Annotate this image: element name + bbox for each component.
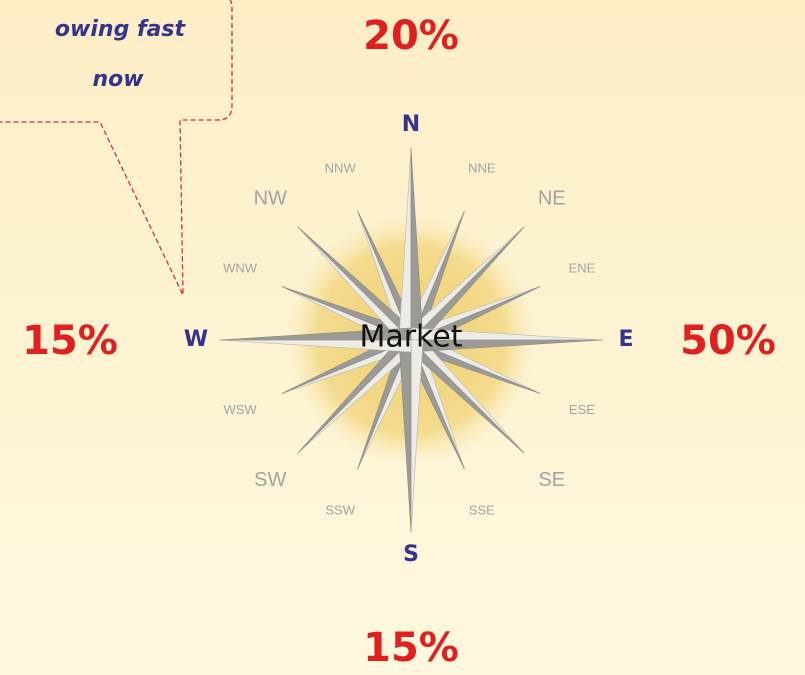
direction-label: NNW <box>325 161 357 176</box>
callout-line: now <box>92 67 144 92</box>
cardinal-label: W <box>184 327 208 352</box>
west-share: 15% <box>22 318 118 364</box>
cardinal-label: E <box>618 327 633 352</box>
direction-label: WSW <box>223 402 257 417</box>
direction-label: SSE <box>469 502 495 517</box>
direction-label: SE <box>538 469 565 491</box>
cardinal-label: N <box>402 112 420 137</box>
direction-label: WNW <box>223 261 258 276</box>
direction-label: ENE <box>569 261 596 276</box>
direction-label: ESE <box>569 402 595 417</box>
north-share: 20% <box>363 13 459 59</box>
direction-label: SW <box>254 469 286 491</box>
diagram: N NNE NE ENE E ESE SE SSE S SSW SW WSW W WNW NW NNW Mar… <box>0 0 805 675</box>
direction-label: NNE <box>468 161 496 176</box>
callout-line: owing fast <box>55 17 187 42</box>
south-share: 15% <box>363 625 459 671</box>
direction-label: SSW <box>325 502 355 517</box>
page: N NNE NE ENE E ESE SE SSE S SSW SW WSW W WNW NW NNW Mar… <box>0 0 805 675</box>
direction-label: NE <box>538 188 566 210</box>
cardinal-label: S <box>403 542 419 567</box>
direction-label: NW <box>254 188 287 210</box>
center-label: Market <box>359 320 462 355</box>
east-share: 50% <box>680 318 776 364</box>
